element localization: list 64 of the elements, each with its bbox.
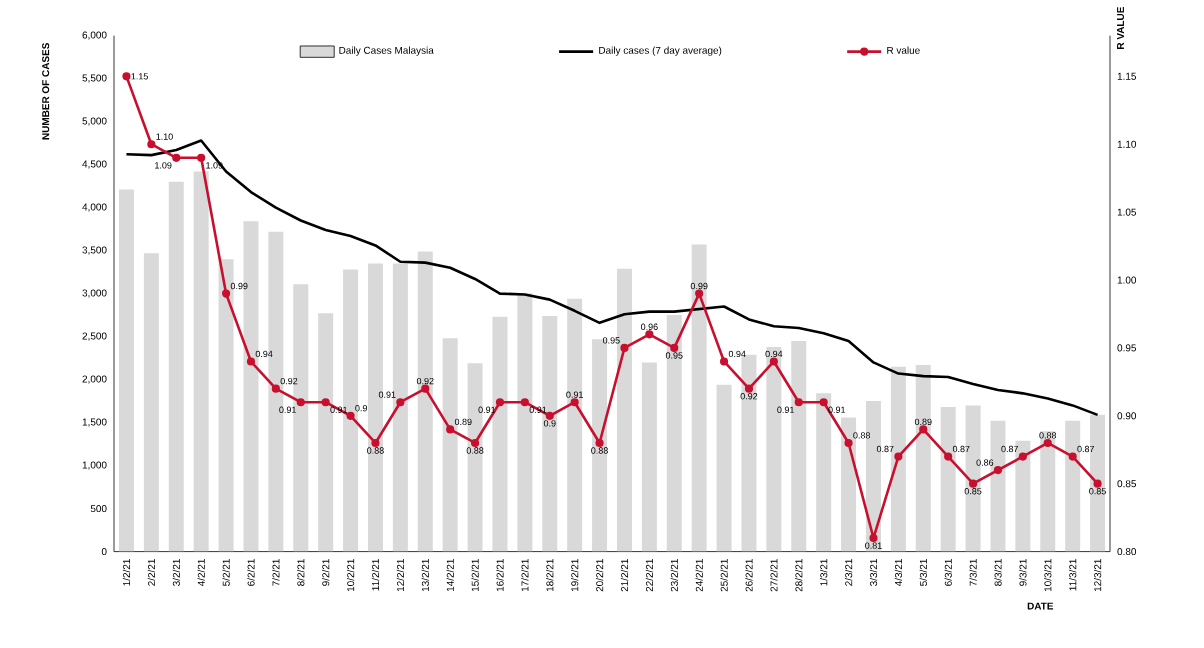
bar [915,365,931,552]
bar [417,251,433,552]
point [172,153,181,163]
bar [1090,415,1106,552]
point [321,398,330,407]
point [744,384,754,393]
point [495,398,505,407]
point [819,398,828,407]
point [197,153,206,163]
bar [168,181,184,552]
point [446,425,455,434]
point [968,479,978,488]
bar [791,341,807,552]
point [645,330,654,339]
bar [343,269,359,552]
point [620,344,629,353]
bar [940,407,956,552]
bar [392,263,408,552]
bar [293,284,309,552]
point [769,357,778,366]
bar [517,293,533,552]
point [1093,479,1102,488]
point [1018,452,1027,461]
bar [641,362,657,552]
bar [741,354,757,552]
point [122,72,131,81]
bar [616,268,632,552]
point [396,398,405,407]
point [993,466,1003,475]
bar [542,316,558,552]
point [719,357,729,366]
point [794,398,803,407]
bar [492,317,508,552]
point [271,384,280,393]
point [246,357,256,366]
bar [890,366,906,552]
point [570,398,579,407]
point [919,425,928,434]
point [944,452,953,461]
point [221,289,231,298]
bar [841,417,857,552]
bar [1040,431,1056,552]
point [844,439,853,448]
point [296,398,305,407]
bar [367,263,383,552]
bar [118,189,134,552]
bar [716,384,732,552]
point [1043,439,1052,448]
point [1068,452,1077,461]
point [346,411,355,421]
bar [318,313,334,552]
bar [666,315,682,552]
bar [1065,421,1081,552]
bar [816,393,832,552]
point [520,398,529,407]
bar [1015,440,1031,552]
bar [143,253,159,552]
point [147,140,156,149]
bar [193,171,209,552]
bar [218,259,234,552]
point [894,452,903,461]
bar [567,298,583,552]
bar [691,244,707,552]
bar [442,338,458,552]
